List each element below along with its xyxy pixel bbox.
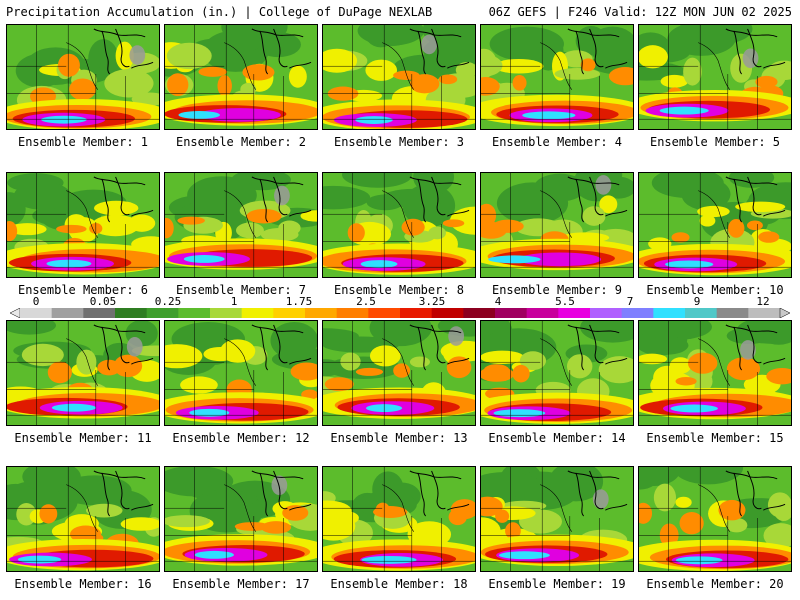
colorbar-swatch [146, 308, 179, 318]
colorbar-swatch [20, 308, 53, 318]
colorbar-tick-label: 2.5 [356, 295, 376, 308]
ensemble-panel-10 [638, 172, 792, 278]
colorbar-tick-label: 1 [230, 295, 238, 308]
ensemble-member-label-6: Ensemble Member: 6 [17, 283, 149, 297]
colorbar-tick-label: 3.25 [418, 295, 446, 308]
colorbar-tick-label: 1.75 [285, 295, 313, 308]
colorbar-swatch [368, 308, 401, 318]
ensemble-panel-16 [6, 466, 160, 572]
ensemble-panel-18 [322, 466, 476, 572]
ensemble-member-label-8: Ensemble Member: 8 [333, 283, 465, 297]
colorbar-left-arrow [10, 308, 21, 318]
ensemble-member-label-14: Ensemble Member: 14 [488, 431, 626, 445]
colorbar-tick-label: 0.25 [154, 295, 182, 308]
colorbar-tick-label: 0.05 [89, 295, 117, 308]
colorbar-swatch [748, 308, 781, 318]
colorbar-tick-label: 7 [626, 295, 634, 308]
ensemble-panel-1 [6, 24, 160, 130]
ensemble-member-label-7: Ensemble Member: 7 [175, 283, 307, 297]
ensemble-panel-19 [480, 466, 634, 572]
ensemble-panel-7 [164, 172, 318, 278]
ensemble-member-label-10: Ensemble Member: 10 [646, 283, 784, 297]
ensemble-panel-2 [164, 24, 318, 130]
ensemble-member-label-1: Ensemble Member: 1 [17, 135, 149, 149]
ensemble-member-label-13: Ensemble Member: 13 [330, 431, 468, 445]
colorbar-swatch [83, 308, 116, 318]
colorbar-tick-label: 5.5 [555, 295, 575, 308]
ensemble-panel-9 [480, 172, 634, 278]
colorbar-swatch [495, 308, 528, 318]
colorbar-swatch [241, 308, 274, 318]
ensemble-panel-4 [480, 24, 634, 130]
colorbar-swatch [526, 308, 559, 318]
colorbar-tick-label: 4 [494, 295, 502, 308]
ensemble-member-label-18: Ensemble Member: 18 [330, 577, 468, 591]
colorbar-swatch [685, 308, 718, 318]
ensemble-member-label-2: Ensemble Member: 2 [175, 135, 307, 149]
colorbar-swatch [463, 308, 496, 318]
colorbar [10, 308, 790, 318]
ensemble-member-label-19: Ensemble Member: 19 [488, 577, 626, 591]
run-info: 06Z GEFS | F246 Valid: 12Z MON JUN 02 20… [488, 5, 792, 19]
ensemble-member-label-15: Ensemble Member: 15 [646, 431, 784, 445]
colorbar-swatch [115, 308, 148, 318]
ensemble-panel-14 [480, 320, 634, 426]
colorbar-swatch [431, 308, 464, 318]
ensemble-member-label-17: Ensemble Member: 17 [172, 577, 310, 591]
colorbar-swatch [716, 308, 749, 318]
colorbar-right-arrow [779, 308, 790, 318]
colorbar-swatch [178, 308, 211, 318]
colorbar-swatch [273, 308, 306, 318]
ensemble-panel-13 [322, 320, 476, 426]
colorbar-tick-label: 9 [693, 295, 701, 308]
colorbar-swatch [558, 308, 591, 318]
ensemble-panel-6 [6, 172, 160, 278]
ensemble-panel-12 [164, 320, 318, 426]
colorbar-swatch [210, 308, 243, 318]
colorbar-swatch [400, 308, 433, 318]
colorbar-swatch [621, 308, 654, 318]
colorbar-swatch [653, 308, 686, 318]
ensemble-member-label-5: Ensemble Member: 5 [649, 135, 781, 149]
ensemble-panel-15 [638, 320, 792, 426]
map-title: Precipitation Accumulation (in.) | Colle… [6, 5, 433, 19]
colorbar-swatch [590, 308, 623, 318]
colorbar-swatch [305, 308, 338, 318]
ensemble-panel-11 [6, 320, 160, 426]
colorbar-swatch [51, 308, 84, 318]
ensemble-member-label-11: Ensemble Member: 11 [14, 431, 152, 445]
ensemble-panel-8 [322, 172, 476, 278]
colorbar-tick-label: 0 [32, 295, 40, 308]
ensemble-panel-20 [638, 466, 792, 572]
colorbar-swatch [336, 308, 369, 318]
ensemble-member-label-9: Ensemble Member: 9 [491, 283, 623, 297]
ensemble-panel-3 [322, 24, 476, 130]
colorbar-tick-label: 12 [756, 295, 770, 308]
ensemble-panel-5 [638, 24, 792, 130]
ensemble-member-label-3: Ensemble Member: 3 [333, 135, 465, 149]
ensemble-panel-17 [164, 466, 318, 572]
ensemble-member-label-16: Ensemble Member: 16 [14, 577, 152, 591]
ensemble-member-label-12: Ensemble Member: 12 [172, 431, 310, 445]
ensemble-member-label-20: Ensemble Member: 20 [646, 577, 784, 591]
ensemble-member-label-4: Ensemble Member: 4 [491, 135, 623, 149]
